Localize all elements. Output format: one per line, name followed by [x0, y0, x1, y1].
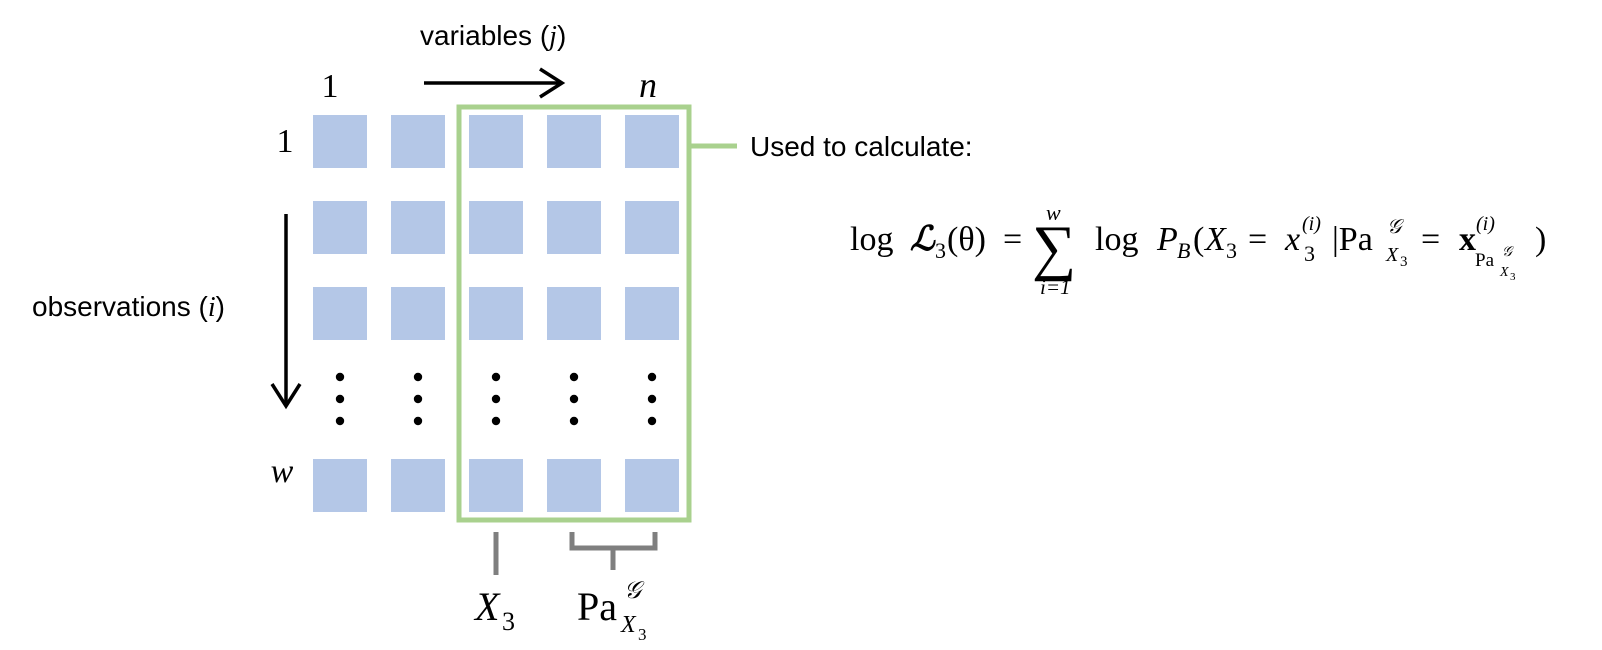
grid-cell	[313, 201, 367, 254]
vertical-ellipsis-icon	[335, 372, 345, 426]
grid-cell	[625, 459, 679, 512]
grid-cell	[625, 201, 679, 254]
formula-x-sub: 3	[1304, 241, 1315, 266]
grid-cell	[313, 459, 367, 512]
x3-label: X	[473, 584, 501, 629]
vertical-ellipsis-icon	[413, 372, 423, 426]
formula-bold-x-sup: (i)	[1476, 213, 1495, 235]
grid-cell	[469, 459, 523, 512]
row-label-last: w	[271, 453, 294, 490]
column-label-last: n	[639, 65, 657, 105]
formula-theta: (θ)	[947, 221, 986, 258]
vertical-ellipsis-icon	[647, 372, 657, 426]
row-label-first: 1	[277, 123, 294, 160]
formula-P: P	[1156, 221, 1178, 258]
formula-eq1: =	[1003, 221, 1022, 258]
formula-bar-pa: |Pa	[1332, 221, 1373, 258]
formula-pa-sub: X	[1385, 244, 1399, 266]
formula-L: ℒ	[910, 221, 936, 258]
column-label-first: 1	[322, 68, 339, 105]
formula-paren-close: )	[1535, 221, 1546, 258]
formula-L-sub: 3	[935, 238, 946, 263]
formula-bold-x-sub-G: 𝒢	[1502, 245, 1514, 260]
pa-label: Pa	[577, 584, 617, 629]
grid-cell	[547, 459, 601, 512]
grid-cell	[469, 201, 523, 254]
formula-bold-x-sub-pa: Pa	[1475, 250, 1495, 271]
right-arrow-icon	[424, 67, 566, 99]
formula-x-sup: (i)	[1302, 213, 1321, 235]
grid-cell	[625, 287, 679, 340]
used-to-calculate-label: Used to calculate:	[750, 131, 973, 162]
grid-cell	[547, 287, 601, 340]
pa-label-sub-sub: 3	[638, 625, 647, 644]
formula-paren-open: (	[1193, 221, 1204, 258]
grid-cell	[391, 201, 445, 254]
formula-pa-sub-sub: 3	[1400, 254, 1408, 270]
grid-cell	[391, 115, 445, 168]
grid-cell	[547, 201, 601, 254]
x3-label-sub: 3	[502, 607, 515, 636]
formula-bold-x-sub-X: X	[1499, 265, 1509, 280]
grid-cell	[313, 287, 367, 340]
formula-X-sub: 3	[1226, 238, 1237, 263]
vertical-ellipsis-icon	[569, 372, 579, 426]
grid-cell	[625, 115, 679, 168]
formula-P-sub: B	[1177, 238, 1190, 263]
data-grid	[313, 115, 679, 512]
down-arrow-icon	[270, 214, 302, 410]
grid-cell	[313, 115, 367, 168]
grid-cell	[469, 287, 523, 340]
formula-eq3: =	[1421, 221, 1440, 258]
formula-X: X	[1203, 221, 1227, 258]
variables-label: variables (j)	[420, 20, 566, 52]
formula-sum-bottom: i=1	[1040, 275, 1071, 299]
formula-sum-top: w	[1046, 200, 1061, 225]
grid-cell	[391, 459, 445, 512]
formula-bold-x-sub-3: 3	[1510, 271, 1516, 283]
ellipsis-row	[335, 372, 657, 426]
formula-sum: ∑	[1032, 214, 1076, 282]
bottom-labels: X 3 Pa 𝒢 X 3	[473, 578, 647, 644]
vertical-ellipsis-icon	[491, 372, 501, 426]
formula-log2: log	[1095, 221, 1138, 258]
formula-pa-sup: 𝒢	[1387, 216, 1405, 238]
log-likelihood-formula: log ℒ 3 (θ) = w ∑ i=1 log P B ( X 3 = x …	[850, 200, 1546, 299]
observations-label: observations (i)	[32, 291, 225, 323]
grid-cell	[547, 115, 601, 168]
pa-label-sub: X	[620, 612, 637, 638]
formula-log: log	[850, 221, 893, 258]
pa-label-sup: 𝒢	[624, 578, 645, 604]
parents-bracket	[569, 532, 658, 570]
formula-eq2: =	[1248, 221, 1267, 258]
grid-cell	[469, 115, 523, 168]
formula-x: x	[1284, 221, 1300, 258]
highlight-box	[456, 104, 692, 523]
grid-cell	[391, 287, 445, 340]
formula-bold-x: x	[1459, 221, 1476, 258]
